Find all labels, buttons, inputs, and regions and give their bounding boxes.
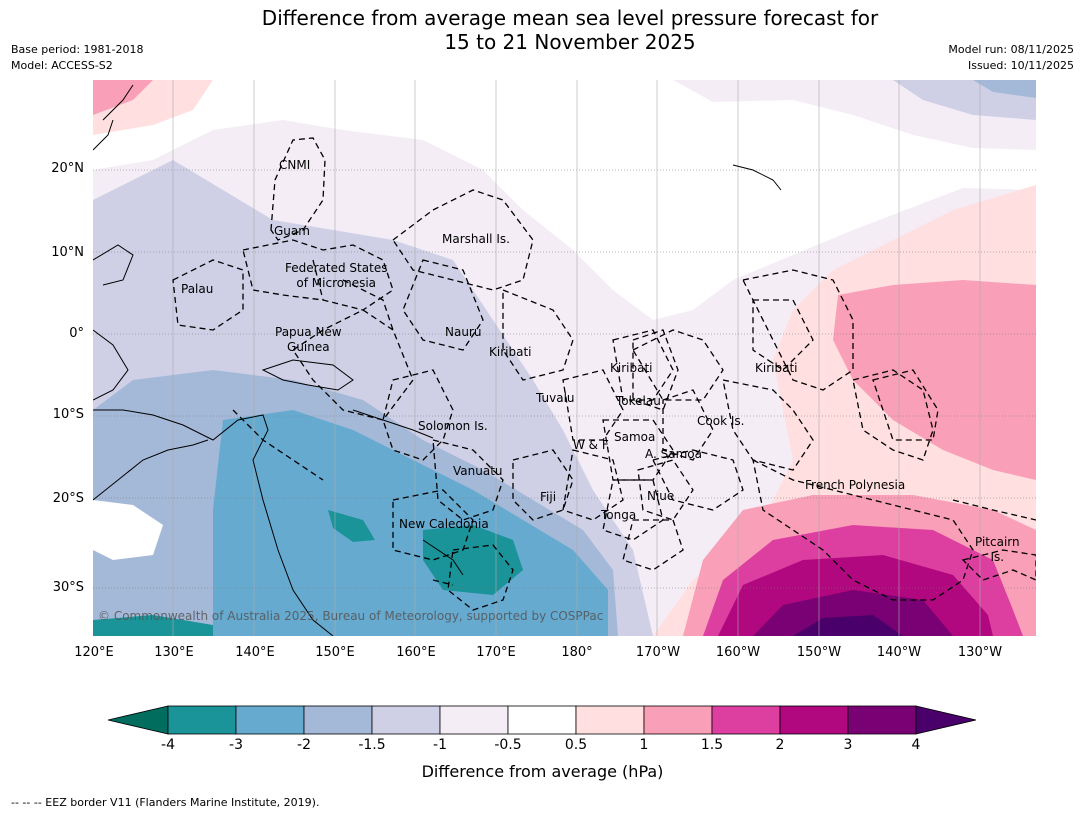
lat-label: 30°S (52, 580, 84, 595)
meta-left: Base period: 1981-2018 Model: ACCESS-S2 (11, 42, 143, 74)
place-label: W & F (573, 438, 609, 452)
colorbar-cell (371, 705, 441, 735)
place-label: Federated States of Micronesia (285, 261, 388, 290)
place-label: Fiji (540, 490, 557, 504)
place-label: Kiribati (610, 361, 653, 375)
colorbar-cell (779, 705, 849, 735)
lat-label: 20°S (52, 491, 84, 506)
map-panel: CNMI Guam Marshall Is. Federated States … (93, 80, 1036, 636)
place-label: Kiribati (755, 361, 798, 375)
place-label: New Caledonia (399, 517, 489, 531)
colorbar-tick: 1 (639, 737, 649, 753)
lon-label: 160°W (715, 645, 761, 660)
place-label: A. Samoa (645, 447, 702, 461)
place-label: Solomon Is. (418, 419, 488, 433)
place-label: Papua New Guinea (275, 325, 342, 354)
colorbar-label: Difference from average (hPa) (421, 762, 664, 781)
title-line-1: Difference from average mean sea level p… (261, 6, 879, 30)
place-label: Vanuatu (453, 464, 503, 478)
colorbar-tick: 1.5 (700, 737, 724, 753)
colorbar-cell (711, 705, 781, 735)
place-label: Tokelau (616, 394, 661, 408)
lon-label: 170°W (635, 645, 681, 660)
place-label: Pitcairn Is. (975, 535, 1020, 564)
lon-label: 130°W (957, 645, 1003, 660)
colorbar-tick: -4 (161, 737, 175, 753)
lon-label: 130°E (154, 645, 194, 660)
map-title: Difference from average mean sea level p… (0, 6, 1085, 54)
colorbar-tick: 0.5 (564, 737, 588, 753)
model-name: Model: ACCESS-S2 (11, 59, 113, 72)
model-run: Model run: 08/11/2025 (948, 43, 1074, 56)
place-label: Kiribati (489, 345, 532, 359)
colorbar-tick: 3 (843, 737, 853, 753)
place-label: French Polynesia (805, 478, 906, 492)
pressure-anomaly-map (93, 80, 1036, 636)
colorbar-tick: -1.5 (358, 737, 386, 753)
lon-label: 160°E (396, 645, 436, 660)
colorbar-cell (575, 705, 645, 735)
lon-label: 150°W (796, 645, 842, 660)
colorbar-over-arrow (915, 705, 977, 735)
colorbar-cell (439, 705, 509, 735)
place-label: Marshall Is. (442, 232, 510, 246)
place-label: Cook Is. (697, 414, 745, 428)
colorbar-cell (167, 705, 237, 735)
place-label: Nauru (445, 325, 482, 339)
colorbar-tick: 2 (775, 737, 785, 753)
lon-label: 180° (561, 645, 593, 660)
lon-label: 150°E (315, 645, 355, 660)
colorbar-tick: 4 (911, 737, 921, 753)
colorbar-tick: -2 (297, 737, 311, 753)
colorbar-cell (235, 705, 305, 735)
place-label: Samoa (614, 430, 656, 444)
lat-label: 10°S (52, 407, 84, 422)
lon-label: 170°E (476, 645, 516, 660)
place-label: CNMI (279, 158, 311, 172)
colorbar-cell (507, 705, 577, 735)
colorbar-under-arrow (107, 705, 169, 735)
copyright-notice: © Commonwealth of Australia 2025, Bureau… (98, 609, 604, 623)
lon-label: 140°E (235, 645, 275, 660)
colorbar-tick: -0.5 (494, 737, 522, 753)
place-label: Guam (274, 224, 310, 238)
lat-label: 10°N (51, 245, 84, 260)
colorbar-cell (643, 705, 713, 735)
lat-label: 20°N (51, 161, 84, 176)
place-label: Tonga (601, 508, 637, 522)
lat-label: 0° (69, 326, 84, 341)
colorbar-cell (303, 705, 373, 735)
colorbar-tick: -1 (433, 737, 447, 753)
place-label: Palau (181, 282, 214, 296)
colorbar (107, 705, 977, 735)
colorbar-tick: -3 (229, 737, 243, 753)
lon-label: 140°W (876, 645, 922, 660)
place-label: Tuvalu (536, 391, 575, 405)
eez-footnote: -- -- -- EEZ border V11 (Flanders Marine… (11, 796, 320, 809)
issued-date: Issued: 10/11/2025 (967, 59, 1074, 72)
place-label: Niue (647, 489, 675, 503)
base-period: Base period: 1981-2018 (11, 43, 144, 56)
colorbar-cell (847, 705, 917, 735)
title-line-2: 15 to 21 November 2025 (444, 30, 696, 54)
meta-right: Model run: 08/11/2025 Issued: 10/11/2025 (948, 42, 1074, 74)
lon-label: 120°E (74, 645, 114, 660)
